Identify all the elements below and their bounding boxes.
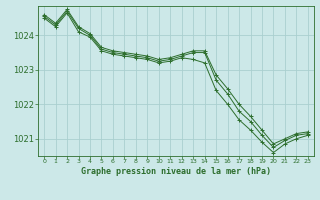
X-axis label: Graphe pression niveau de la mer (hPa): Graphe pression niveau de la mer (hPa) bbox=[81, 167, 271, 176]
